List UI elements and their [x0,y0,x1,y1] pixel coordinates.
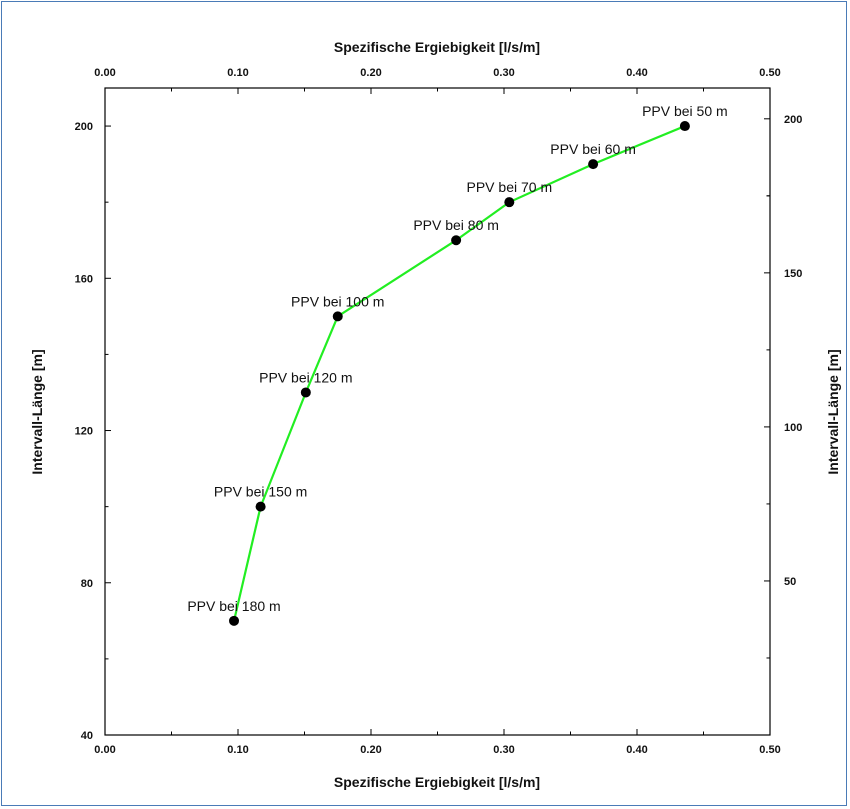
y-axis-title-left: Intervall-Länge [m] [29,349,45,474]
y-tick-label-right: 100 [784,422,802,434]
x-tick-label-bottom: 0.10 [227,744,248,756]
data-point-label: PPV bei 50 m [642,103,728,119]
x-axis-title-top: Spezifische Ergiebigkeit [l/s/m] [334,39,540,55]
y-tick-label-right: 200 [784,114,802,126]
y-tick-label-left: 40 [81,730,93,742]
series-line [232,125,686,622]
data-point-label: PPV bei 150 m [214,484,307,500]
x-tick-label-bottom: 0.20 [360,744,381,756]
x-tick-label-bottom: 0.50 [759,744,780,756]
data-point [451,235,462,246]
x-tick-label-bottom: 0.00 [94,744,115,756]
data-point-label: PPV bei 80 m [413,217,499,233]
data-point [229,615,240,626]
data-point [588,159,599,170]
x-tick-label-top: 0.30 [493,67,514,79]
data-point [300,387,311,398]
y-tick-label-left: 80 [81,578,93,590]
data-point [255,501,266,512]
data-points: PPV bei 180 m PPV bei 150 m PPV bei 120 m P… [187,103,728,626]
x-tick-label-top: 0.50 [759,67,780,79]
data-point-label: PPV bei 60 m [550,141,636,157]
x-tick-label-top: 0.10 [227,67,248,79]
x-tick-label-top: 0.00 [94,67,115,79]
x-tick-label-bottom: 0.40 [626,744,647,756]
x-tick-label-top: 0.20 [360,67,381,79]
data-point [504,197,515,208]
data-point-label: PPV bei 120 m [259,369,352,385]
y-tick-label-left: 200 [75,121,93,133]
x-axis-title-bottom: Spezifische Ergiebigkeit [l/s/m] [334,774,540,790]
x-tick-label-top: 0.40 [626,67,647,79]
y-tick-label-left: 120 [75,426,93,438]
y-tick-label-left: 160 [75,273,93,285]
plot-area [104,87,771,736]
axis-ticks: 0.00 0.00 0.10 0.10 0.20 0.20 0.30 0.30 0.40 0.40… [75,67,803,756]
data-point-label: PPV bei 180 m [187,598,280,614]
y-tick-label-right: 50 [784,576,796,588]
data-point-label: PPV bei 70 m [467,179,553,195]
data-point [679,121,690,132]
data-point-label: PPV bei 100 m [291,293,384,309]
x-tick-label-bottom: 0.30 [493,744,514,756]
y-axis-title-right: Intervall-Länge [m] [825,349,841,474]
data-point [332,311,343,322]
y-tick-label-right: 150 [784,268,802,280]
